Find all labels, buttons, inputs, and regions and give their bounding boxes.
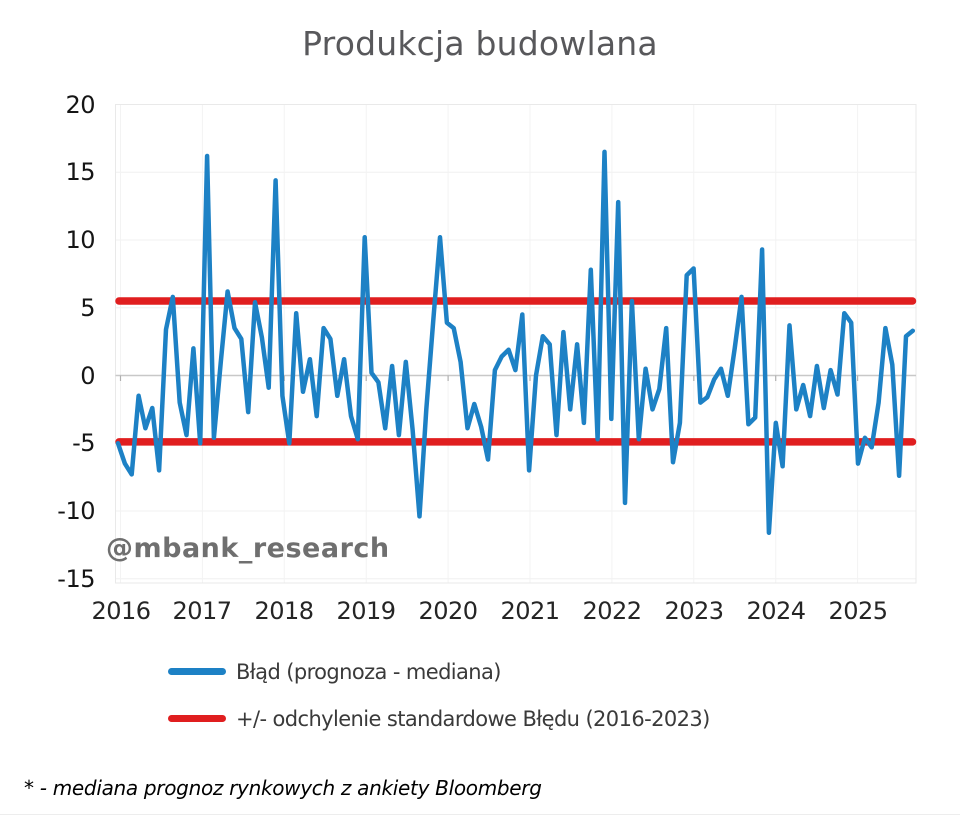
y-axis-tick-label: 20	[65, 91, 95, 119]
legend-label-std: +/- odchylenie standardowe Błędu (2016-2…	[236, 706, 710, 731]
legend-line-swatch-red	[168, 715, 226, 722]
bottom-divider	[0, 814, 960, 815]
y-axis-tick-label: -15	[57, 565, 95, 593]
x-axis-tick-label: 2025	[828, 597, 888, 625]
error-line-series	[115, 149, 916, 535]
y-axis-tick-label: 0	[80, 362, 95, 390]
chart-title: Produkcja budowlana	[302, 24, 658, 63]
footnote: * - mediana prognoz rynkowych z ankiety …	[24, 776, 542, 800]
y-axis-tick-label: 15	[65, 158, 95, 186]
plot-border	[115, 104, 917, 584]
x-axis-tick-label: 2016	[91, 597, 151, 625]
x-axis-tick-label: 2018	[254, 597, 314, 625]
legend-item-error: Błąd (prognoza - mediana)	[168, 648, 710, 695]
x-axis-tick-label: 2020	[418, 597, 478, 625]
x-axis-tick-label: 2023	[664, 597, 724, 625]
y-axis-tick-label: 10	[65, 226, 95, 254]
x-axis-tick-label: 2021	[500, 597, 560, 625]
x-axis-tick-label: 2017	[172, 597, 232, 625]
legend-item-std: +/- odchylenie standardowe Błędu (2016-2…	[168, 695, 710, 742]
y-axis-tick-label: -10	[57, 497, 95, 525]
x-axis-tick-label: 2024	[746, 597, 806, 625]
y-axis-tick-label: -5	[72, 429, 95, 457]
legend: Błąd (prognoza - mediana) +/- odchylenie…	[168, 648, 710, 742]
y-axis-tick-label: 5	[80, 294, 95, 322]
x-axis-tick-label: 2019	[336, 597, 396, 625]
legend-label-error: Błąd (prognoza - mediana)	[236, 659, 501, 684]
watermark: @mbank_research	[106, 533, 390, 564]
legend-line-swatch-blue	[168, 668, 226, 675]
x-axis-tick-label: 2022	[582, 597, 642, 625]
